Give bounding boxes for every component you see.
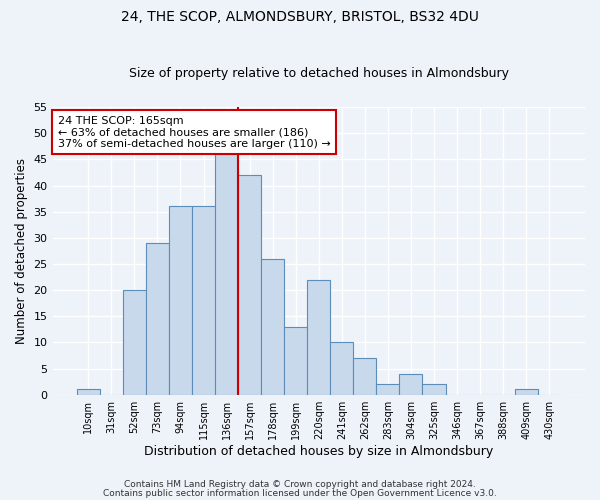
- Bar: [192, 206, 215, 394]
- Title: Size of property relative to detached houses in Almondsbury: Size of property relative to detached ho…: [129, 66, 509, 80]
- Bar: [422, 384, 446, 394]
- Bar: [146, 243, 169, 394]
- Bar: [123, 290, 146, 395]
- Bar: [307, 280, 330, 394]
- Y-axis label: Number of detached properties: Number of detached properties: [15, 158, 28, 344]
- Text: Contains HM Land Registry data © Crown copyright and database right 2024.: Contains HM Land Registry data © Crown c…: [124, 480, 476, 489]
- Bar: [261, 258, 284, 394]
- X-axis label: Distribution of detached houses by size in Almondsbury: Distribution of detached houses by size …: [144, 444, 493, 458]
- Bar: [284, 326, 307, 394]
- Bar: [376, 384, 400, 394]
- Text: 24 THE SCOP: 165sqm
← 63% of detached houses are smaller (186)
37% of semi-detac: 24 THE SCOP: 165sqm ← 63% of detached ho…: [58, 116, 331, 149]
- Bar: [400, 374, 422, 394]
- Bar: [353, 358, 376, 395]
- Bar: [330, 342, 353, 394]
- Bar: [515, 390, 538, 394]
- Bar: [77, 390, 100, 394]
- Text: 24, THE SCOP, ALMONDSBURY, BRISTOL, BS32 4DU: 24, THE SCOP, ALMONDSBURY, BRISTOL, BS32…: [121, 10, 479, 24]
- Bar: [169, 206, 192, 394]
- Bar: [238, 175, 261, 394]
- Bar: [215, 154, 238, 394]
- Text: Contains public sector information licensed under the Open Government Licence v3: Contains public sector information licen…: [103, 488, 497, 498]
